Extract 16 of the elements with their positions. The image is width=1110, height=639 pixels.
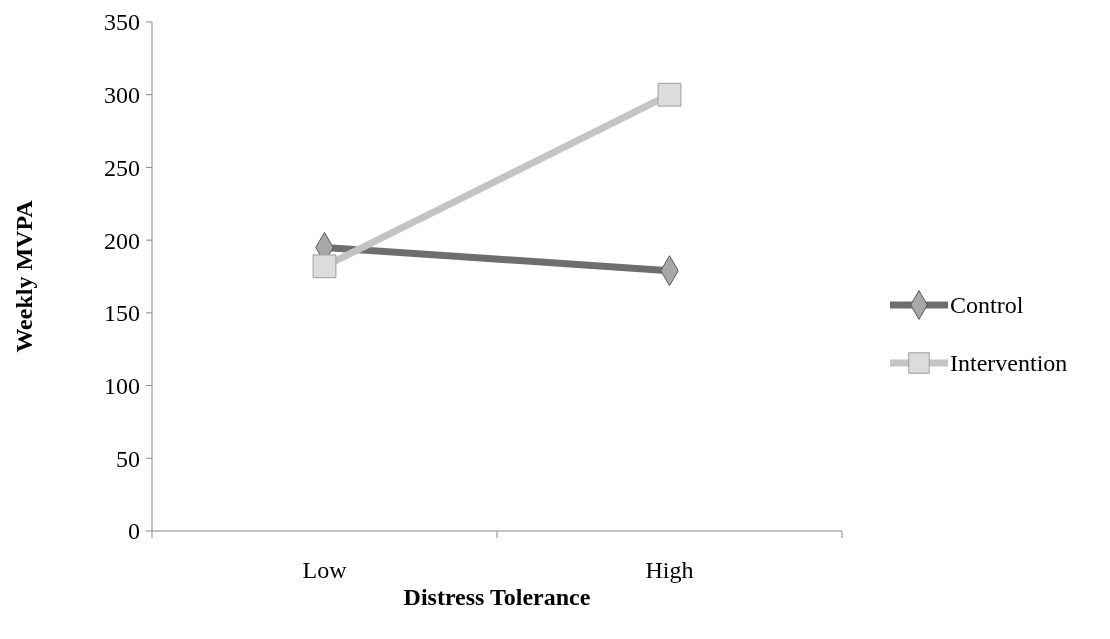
x-tick-label: Low: [302, 557, 348, 583]
point: [657, 82, 682, 107]
y-tick-label: 100: [104, 372, 140, 399]
y-tick-label: 0: [128, 518, 140, 545]
y-tick-label: 350: [104, 9, 140, 36]
y-tick-label: 50: [116, 445, 140, 472]
y-tick-label: 300: [104, 82, 140, 109]
legend-label: Intervention: [950, 350, 1068, 377]
y-axis-title: Weekly MVPA: [11, 199, 37, 353]
y-tick-label: 250: [104, 154, 140, 181]
y-tick-label: 150: [104, 300, 140, 327]
y-tick-label: 200: [104, 227, 140, 254]
legend-label: Control: [950, 292, 1024, 319]
point: [312, 254, 337, 279]
x-tick-label: High: [645, 557, 694, 583]
x-axis-title: Distress Tolerance: [403, 584, 591, 610]
